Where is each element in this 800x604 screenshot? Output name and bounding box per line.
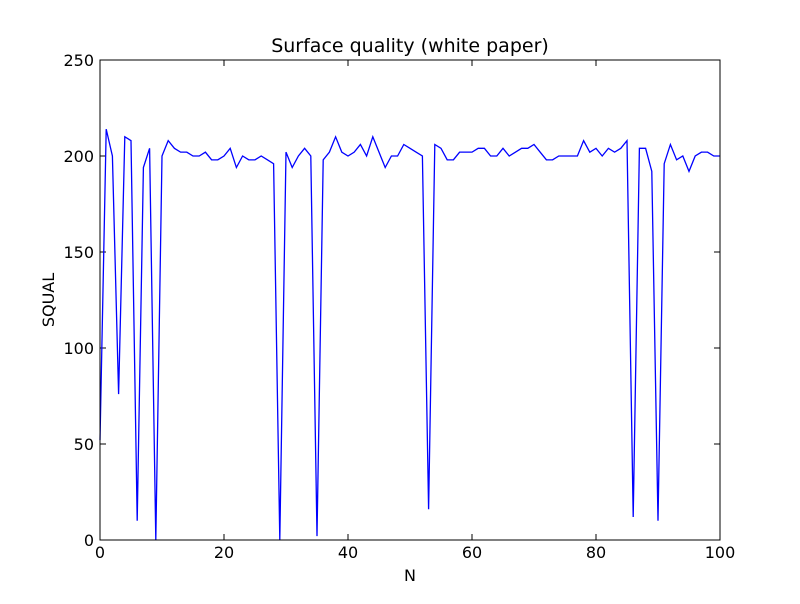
y-tick-label: 100 <box>63 339 94 358</box>
x-tick-label: 60 <box>462 543 482 562</box>
x-axis-label: N <box>404 566 416 585</box>
x-tick-label: 20 <box>214 543 234 562</box>
tick-labels: 0 20 40 60 80 100 0 50 100 150 200 250 <box>63 51 735 562</box>
x-tick-label: 40 <box>338 543 358 562</box>
y-tick-label: 200 <box>63 147 94 166</box>
plot-frame <box>99 59 721 541</box>
x-tick-label: 0 <box>95 543 105 562</box>
series-line <box>99 128 720 541</box>
chart-title: Surface quality (white paper) <box>271 35 549 57</box>
plot-area <box>99 59 721 541</box>
x-tick-label: 80 <box>586 543 606 562</box>
x-tick-label: 100 <box>705 543 736 562</box>
y-tick-label: 0 <box>84 531 94 550</box>
y-tick-label: 250 <box>63 51 94 70</box>
y-tick-label: 150 <box>63 243 94 262</box>
y-axis-label: SQUAL <box>39 273 58 327</box>
y-tick-label: 50 <box>74 435 94 454</box>
